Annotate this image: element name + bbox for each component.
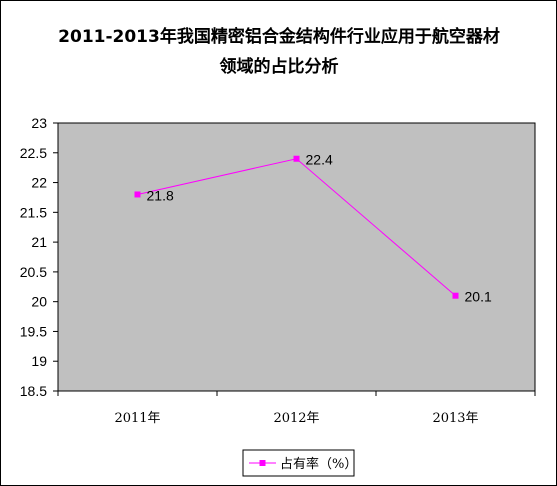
y-tick-label: 20.5 (20, 264, 47, 280)
data-point (293, 155, 300, 162)
chart-title-line-1: 2011-2013年我国精密铝合金结构件行业应用于航空器材 (58, 26, 500, 47)
chart-title-line-2: 领域的占比分析 (220, 56, 339, 77)
legend: 占有率（%） (242, 449, 357, 477)
data-label: 21.8 (147, 187, 174, 203)
y-tick-label: 18.5 (20, 383, 47, 399)
y-axis: 18.5 19 19.5 20 20.5 21 21.5 22 22.5 23 (20, 115, 58, 399)
y-tick-label: 21.5 (20, 204, 47, 220)
x-tick-label: 2011年 (114, 411, 160, 426)
series-layer: 21.8 22.4 20.1 (134, 152, 492, 305)
legend-marker-swatch (259, 460, 266, 466)
plot-area (57, 122, 536, 392)
legend-label: 占有率（%） (280, 456, 357, 472)
data-label: 20.1 (465, 289, 492, 305)
y-tick-label: 20 (31, 294, 47, 310)
y-tick-label: 22.5 (20, 145, 47, 161)
x-tick-label: 2013年 (432, 411, 478, 426)
y-tick-label: 19.5 (20, 323, 47, 339)
data-point (134, 191, 141, 198)
y-tick-label: 22 (31, 175, 47, 191)
y-tick-label: 21 (31, 234, 47, 250)
y-tick-label: 23 (31, 115, 47, 131)
data-point (452, 292, 459, 299)
x-tick-label: 2012年 (273, 411, 319, 426)
data-label: 22.4 (306, 152, 333, 168)
y-tick-label: 19 (31, 353, 47, 369)
x-axis: 2011年 2012年 2013年 (57, 391, 536, 426)
